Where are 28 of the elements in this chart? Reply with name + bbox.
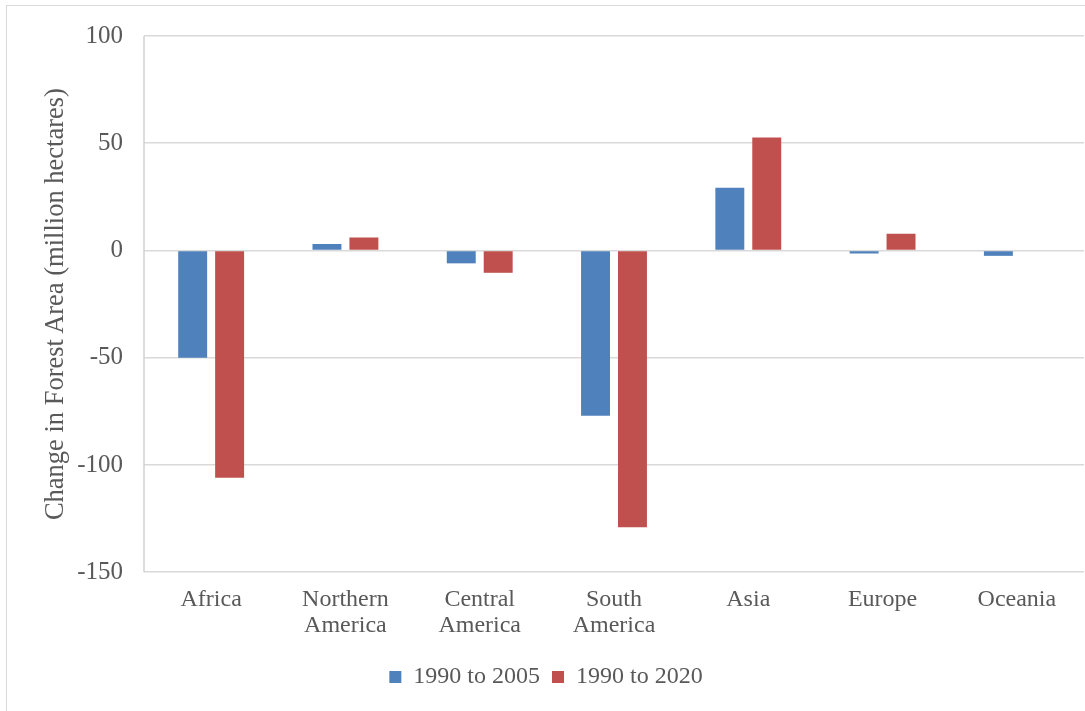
x-tick-label: Africa <box>180 584 243 611</box>
bar <box>715 187 745 250</box>
bar <box>752 137 782 250</box>
y-tick-label: 50 <box>98 127 123 155</box>
x-tick-label: Northern America <box>302 584 389 638</box>
y-tick-label: -100 <box>77 449 123 477</box>
bar <box>312 244 342 250</box>
x-tick-label: Asia <box>726 584 771 611</box>
y-tick-label: -150 <box>77 556 123 584</box>
y-tick-label: -50 <box>89 342 123 370</box>
x-tick-label: Central America <box>438 584 522 638</box>
bar <box>581 251 611 416</box>
y-axis-title: Change in Forest Area (million hectares) <box>38 88 69 521</box>
x-tick-label: Oceania <box>977 584 1057 611</box>
legend-label: 1990 to 2005 <box>413 662 540 689</box>
bar <box>349 237 379 250</box>
y-tick-label: 100 <box>85 20 123 48</box>
bar <box>178 251 208 358</box>
bar <box>617 251 647 528</box>
bar <box>886 233 916 250</box>
bar <box>983 251 1013 256</box>
bar <box>446 251 476 264</box>
x-tick-label: South America <box>572 584 656 638</box>
bar <box>215 251 245 478</box>
x-tick-label: Europe <box>847 584 918 611</box>
bar <box>483 251 513 273</box>
legend-label: 1990 to 2020 <box>576 662 703 689</box>
y-tick-label: 0 <box>110 235 123 263</box>
